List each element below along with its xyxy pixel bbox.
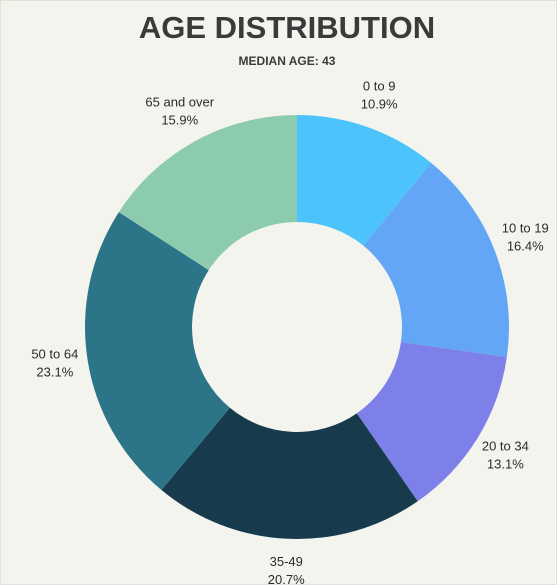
slice-label: 50 to 64 xyxy=(31,347,78,362)
slice-value-label: 13.1% xyxy=(487,456,524,471)
donut-slice xyxy=(84,212,230,491)
chart-subtitle: MEDIAN AGE: 43 xyxy=(239,54,336,68)
donut-slice xyxy=(118,115,298,271)
slice-value-label: 20.7% xyxy=(268,572,305,585)
slice-label: 35-49 xyxy=(270,554,303,569)
slice-value-label: 16.4% xyxy=(507,238,544,253)
slice-value-label: 15.9% xyxy=(161,112,198,127)
slice-label: 0 to 9 xyxy=(363,79,396,94)
donut-slice xyxy=(356,341,507,502)
slice-value-label: 10.9% xyxy=(361,97,398,112)
slice-label: 20 to 34 xyxy=(482,438,529,453)
donut-slice xyxy=(297,115,431,246)
slice-value-label: 23.1% xyxy=(36,365,73,380)
slice-label: 65 and over xyxy=(145,94,214,109)
donut-slice xyxy=(363,162,510,358)
slice-label: 10 to 19 xyxy=(502,220,549,235)
donut-slice xyxy=(161,407,418,539)
chart-title: AGE DISTRIBUTION xyxy=(139,10,435,45)
